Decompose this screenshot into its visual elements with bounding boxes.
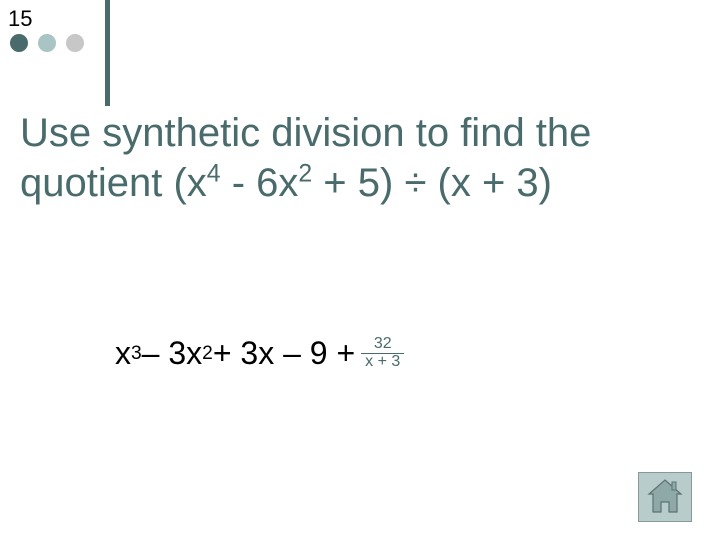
answer-a: x [115, 335, 131, 372]
answer-b: – 3x [142, 335, 202, 372]
home-button[interactable] [638, 472, 692, 522]
slide-number: 15 [8, 6, 32, 32]
question-text: Use synthetic division to find the quoti… [20, 108, 700, 208]
question-line2-c: + 5) ÷ (x + 3) [312, 161, 552, 205]
answer-c: + 3x – 9 + [213, 335, 355, 372]
answer-fraction: 32 x + 3 [361, 336, 404, 371]
decorative-dots [10, 34, 84, 52]
dot-3 [66, 34, 84, 52]
fraction-numerator: 32 [370, 336, 396, 353]
question-sup2: 2 [298, 161, 312, 188]
home-icon [645, 478, 685, 516]
question-line2-b: - 6x [221, 161, 299, 205]
question-line1: Use synthetic division to find the [20, 111, 591, 155]
answer-text: x3 – 3x2 + 3x – 9 + 32 x + 3 [115, 335, 404, 372]
dot-1 [10, 34, 28, 52]
dot-2 [38, 34, 56, 52]
question-sup1: 4 [207, 161, 221, 188]
question-line2-a: quotient (x [20, 161, 207, 205]
fraction-denominator: x + 3 [361, 353, 404, 371]
vertical-divider [105, 0, 110, 106]
